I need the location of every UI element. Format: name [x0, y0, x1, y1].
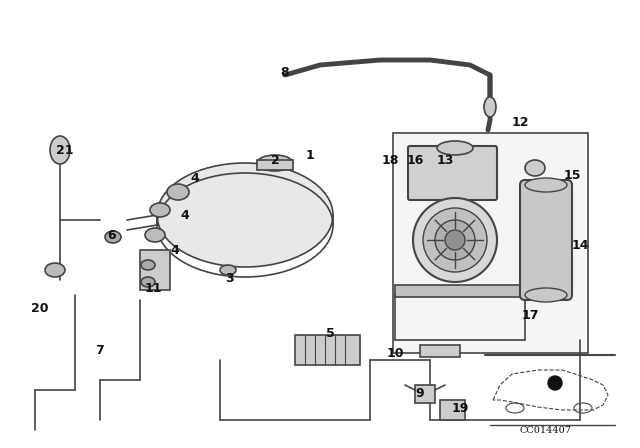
- Text: 4: 4: [171, 244, 179, 257]
- Ellipse shape: [484, 97, 496, 117]
- Bar: [415, 385, 435, 403]
- Text: 5: 5: [326, 327, 334, 340]
- Ellipse shape: [413, 198, 497, 282]
- Bar: [295, 335, 360, 365]
- Bar: [395, 285, 525, 297]
- Ellipse shape: [45, 263, 65, 277]
- Text: 10: 10: [387, 346, 404, 359]
- Ellipse shape: [167, 184, 189, 200]
- Ellipse shape: [445, 230, 465, 250]
- Bar: [393, 133, 588, 353]
- Ellipse shape: [50, 136, 70, 164]
- Text: 11: 11: [144, 281, 162, 294]
- Ellipse shape: [220, 265, 236, 275]
- Text: 18: 18: [381, 154, 399, 167]
- Text: CC014407: CC014407: [519, 426, 571, 435]
- Ellipse shape: [150, 203, 170, 217]
- Ellipse shape: [548, 376, 562, 390]
- Text: 19: 19: [451, 401, 468, 414]
- Ellipse shape: [141, 277, 155, 287]
- Text: 14: 14: [572, 238, 589, 251]
- Bar: [420, 345, 460, 357]
- Text: 4: 4: [191, 172, 200, 185]
- Text: 12: 12: [511, 116, 529, 129]
- Ellipse shape: [525, 160, 545, 176]
- Text: 6: 6: [108, 228, 116, 241]
- Text: 13: 13: [436, 154, 454, 167]
- Ellipse shape: [423, 208, 487, 272]
- Text: 1: 1: [306, 148, 314, 161]
- FancyBboxPatch shape: [408, 146, 497, 200]
- Bar: [440, 400, 465, 420]
- Text: 8: 8: [281, 65, 289, 78]
- Text: 16: 16: [406, 154, 424, 167]
- Ellipse shape: [141, 260, 155, 270]
- Ellipse shape: [145, 251, 165, 265]
- Text: 4: 4: [180, 208, 189, 221]
- Bar: [257, 160, 293, 170]
- Bar: [140, 250, 170, 290]
- Ellipse shape: [437, 141, 473, 155]
- Text: 9: 9: [416, 387, 424, 400]
- Text: 17: 17: [521, 309, 539, 322]
- Ellipse shape: [105, 231, 121, 243]
- Ellipse shape: [145, 228, 165, 242]
- Ellipse shape: [525, 288, 567, 302]
- Ellipse shape: [525, 178, 567, 192]
- FancyBboxPatch shape: [520, 180, 572, 300]
- Ellipse shape: [157, 163, 333, 267]
- Ellipse shape: [435, 220, 475, 260]
- Text: 20: 20: [31, 302, 49, 314]
- Text: 7: 7: [95, 344, 104, 357]
- Ellipse shape: [257, 155, 293, 171]
- Text: 15: 15: [563, 168, 580, 181]
- Text: 3: 3: [226, 271, 234, 284]
- Text: 21: 21: [56, 143, 74, 156]
- Text: 2: 2: [271, 154, 280, 167]
